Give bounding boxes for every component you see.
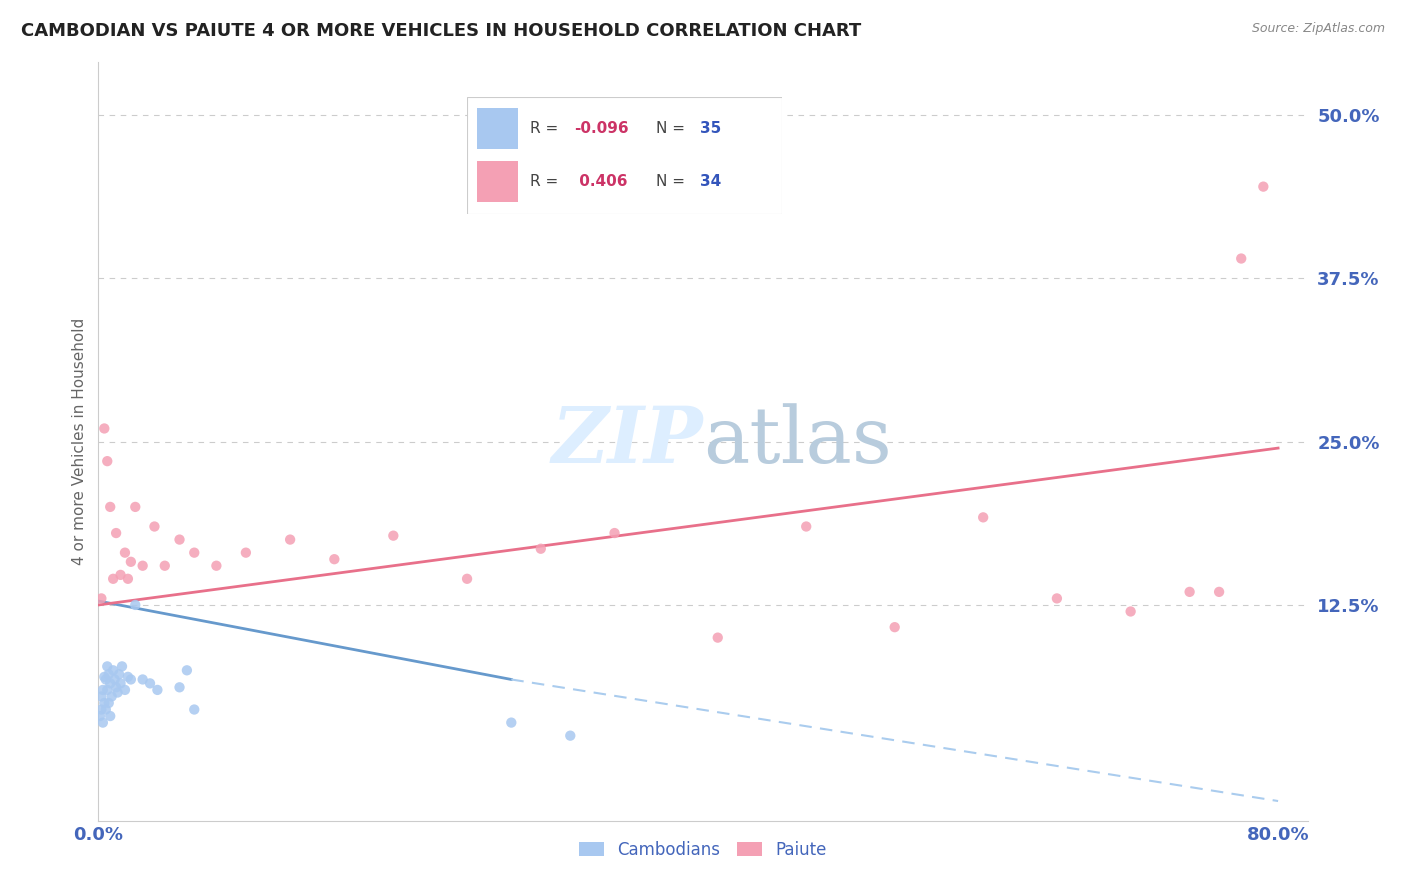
Point [603, 526, 626, 541]
Legend: Cambodians, Paiute: Cambodians, Paiute [572, 834, 834, 865]
Point [110, 676, 132, 690]
Point [93, 670, 115, 684]
Point [972, 510, 994, 524]
Point [560, 729, 582, 743]
Point [169, 533, 191, 547]
Point [105, 526, 128, 541]
Point [131, 673, 153, 687]
Point [96, 454, 118, 468]
Point [146, 682, 169, 697]
Point [143, 519, 166, 533]
Point [1046, 591, 1069, 606]
Point [114, 546, 136, 560]
Point [90, 690, 112, 704]
Point [104, 673, 127, 687]
Point [183, 546, 205, 560]
Point [139, 676, 162, 690]
Point [120, 673, 142, 687]
Text: ZIP: ZIP [551, 403, 703, 480]
Point [278, 533, 301, 547]
Point [1253, 179, 1275, 194]
Point [153, 558, 176, 573]
Point [1230, 252, 1253, 266]
Point [98, 709, 121, 723]
Point [114, 682, 136, 697]
Point [883, 620, 905, 634]
Point [91, 715, 114, 730]
Point [101, 572, 124, 586]
Point [706, 631, 728, 645]
Point [93, 421, 115, 435]
Point [117, 572, 139, 586]
Point [1178, 585, 1201, 599]
Point [323, 552, 346, 566]
Point [501, 715, 523, 730]
Point [108, 667, 131, 681]
Point [117, 670, 139, 684]
Point [100, 690, 122, 704]
Text: Source: ZipAtlas.com: Source: ZipAtlas.com [1251, 22, 1385, 36]
Point [530, 541, 553, 556]
Point [124, 598, 146, 612]
Point [176, 663, 198, 677]
Point [98, 500, 121, 514]
Point [91, 682, 114, 697]
Point [94, 702, 117, 716]
Point [97, 667, 120, 681]
Point [90, 591, 112, 606]
Point [96, 682, 118, 697]
Text: atlas: atlas [703, 404, 891, 479]
Point [111, 659, 134, 673]
Point [205, 558, 228, 573]
Text: CAMBODIAN VS PAIUTE 4 OR MORE VEHICLES IN HOUSEHOLD CORRELATION CHART: CAMBODIAN VS PAIUTE 4 OR MORE VEHICLES I… [21, 22, 862, 40]
Point [120, 555, 142, 569]
Y-axis label: 4 or more Vehicles in Household: 4 or more Vehicles in Household [72, 318, 87, 566]
Point [456, 572, 478, 586]
Point [235, 546, 257, 560]
Point [105, 681, 128, 695]
Point [382, 529, 405, 543]
Point [110, 567, 132, 582]
Point [107, 685, 129, 699]
Point [131, 558, 153, 573]
Point [97, 696, 120, 710]
Point [96, 659, 118, 673]
Point [124, 500, 146, 514]
Point [1208, 585, 1230, 599]
Point [794, 519, 817, 533]
Point [93, 696, 115, 710]
Point [169, 681, 191, 695]
Point [90, 702, 112, 716]
Point [101, 663, 124, 677]
Point [183, 702, 205, 716]
Point [1119, 605, 1142, 619]
Point [89, 709, 111, 723]
Point [98, 676, 121, 690]
Point [94, 673, 117, 687]
